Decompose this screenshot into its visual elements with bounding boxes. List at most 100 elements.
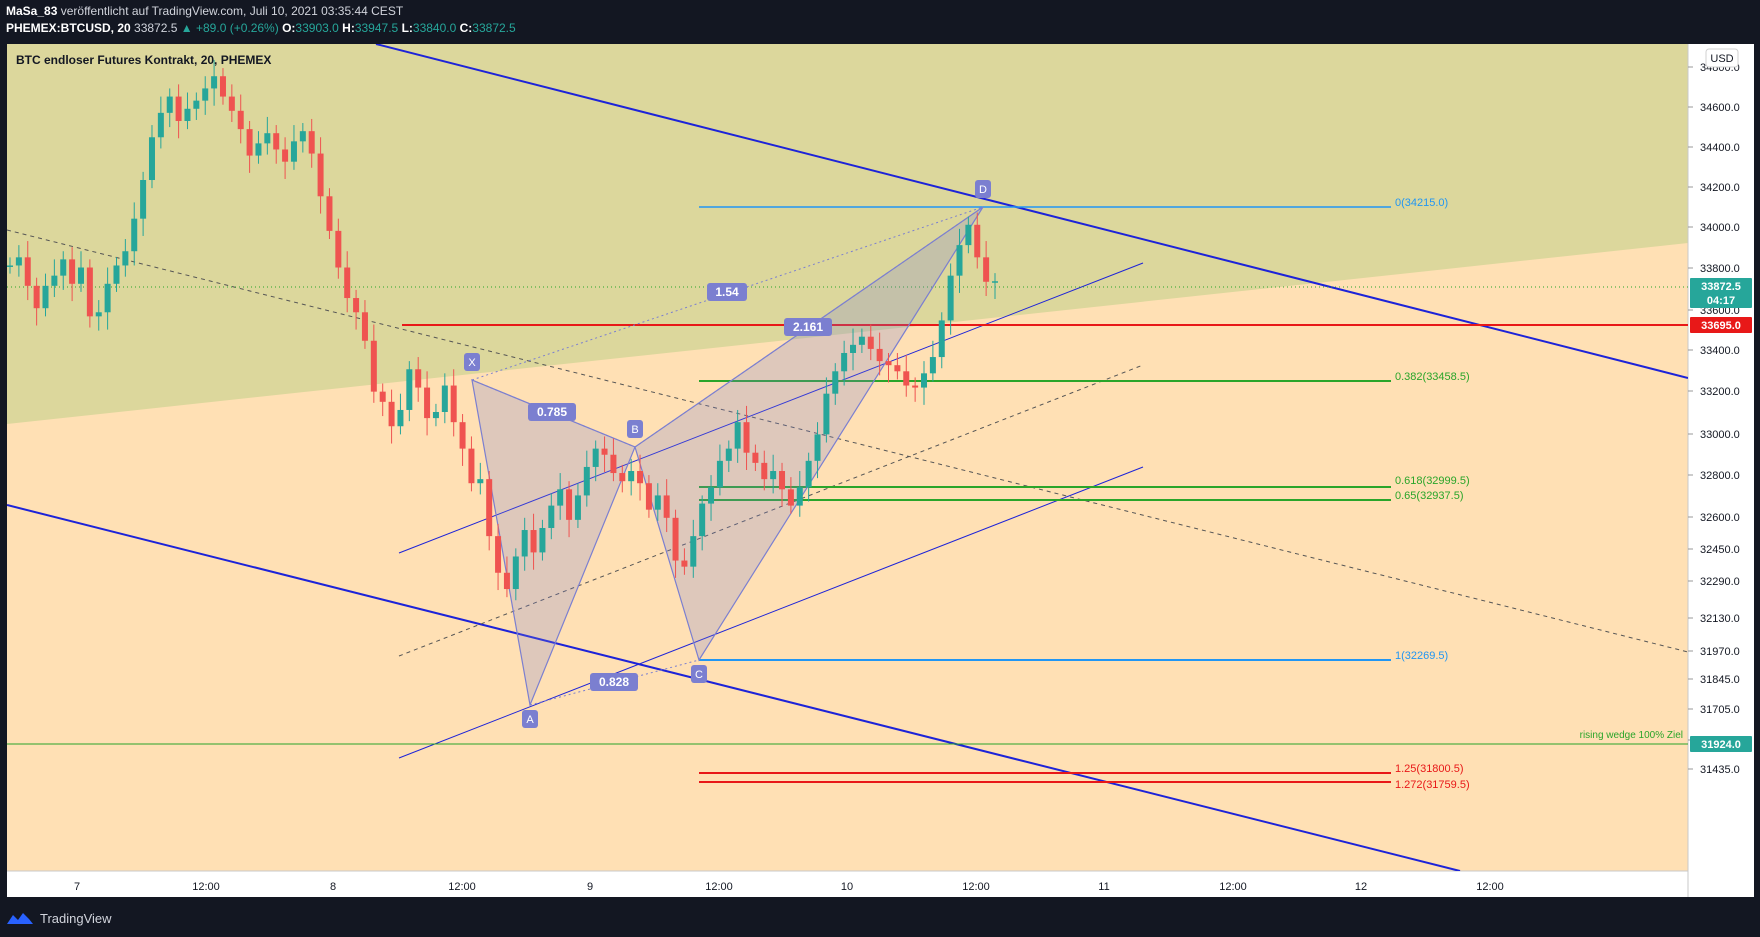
pattern-point-d[interactable]: D bbox=[975, 180, 991, 198]
candle-body bbox=[938, 320, 945, 358]
author-name[interactable]: MaSa_83 bbox=[6, 4, 58, 18]
pattern-point-x[interactable]: X bbox=[464, 353, 480, 371]
candle bbox=[539, 519, 546, 561]
candle-body bbox=[69, 259, 76, 284]
candle bbox=[273, 125, 280, 164]
dashed-median-line[interactable] bbox=[398, 364, 1144, 657]
candle-body bbox=[237, 110, 244, 130]
y-tick-label: 31705.0 bbox=[1700, 704, 1740, 716]
wedge-upper-line[interactable] bbox=[398, 262, 1144, 554]
time-scale[interactable] bbox=[7, 871, 1754, 897]
pattern-ratio-badge[interactable]: 1.54 bbox=[707, 283, 747, 301]
candle bbox=[894, 352, 901, 380]
dashed-trend-line[interactable] bbox=[7, 229, 1688, 653]
candle-body bbox=[645, 483, 652, 510]
candle-body bbox=[867, 336, 874, 349]
candle-body bbox=[921, 373, 928, 388]
candle-body bbox=[157, 112, 164, 138]
pattern-ratio-badge[interactable]: 0.785 bbox=[528, 403, 576, 421]
candle-body bbox=[672, 517, 679, 561]
open-value: 33903.0 bbox=[295, 21, 339, 35]
y-tick-label: 34000.0 bbox=[1700, 222, 1740, 234]
pattern-point-a[interactable]: A bbox=[522, 710, 538, 728]
candle bbox=[424, 371, 431, 436]
candle bbox=[557, 473, 564, 520]
y-tick-label: 31845.0 bbox=[1700, 674, 1740, 686]
candle-body bbox=[282, 149, 289, 162]
pattern-point-label: C bbox=[695, 669, 703, 681]
candle bbox=[974, 212, 981, 269]
candle bbox=[929, 340, 936, 382]
candle-body bbox=[326, 196, 333, 231]
candle-body bbox=[166, 96, 173, 113]
y-tick-label: 34600.0 bbox=[1700, 102, 1740, 114]
symbol-label[interactable]: PHEMEX:BTCUSD, 20 bbox=[6, 21, 131, 35]
candle bbox=[140, 171, 147, 236]
channel-lower-line[interactable] bbox=[7, 504, 1461, 871]
candle bbox=[60, 251, 67, 290]
pattern-point-b[interactable]: B bbox=[627, 420, 643, 438]
channel-upper-line[interactable] bbox=[375, 44, 1688, 379]
candle bbox=[290, 125, 297, 170]
fib-level-label: 0(34215.0) bbox=[1395, 197, 1448, 209]
candle bbox=[601, 436, 608, 473]
pattern-point-c[interactable]: C bbox=[691, 665, 707, 683]
wedge-lower-line[interactable] bbox=[398, 466, 1144, 759]
svg-text:31924.0: 31924.0 bbox=[1701, 739, 1741, 751]
pattern-ratio-badge[interactable]: 0.828 bbox=[590, 673, 638, 691]
candle bbox=[468, 436, 475, 492]
candle bbox=[441, 373, 448, 424]
currency-label[interactable]: USD bbox=[1710, 53, 1733, 65]
fib-level-label: 1(32269.5) bbox=[1395, 650, 1448, 662]
candle bbox=[699, 495, 706, 551]
low-label: L: bbox=[401, 21, 413, 35]
fib-level-label: 0.618(32999.5) bbox=[1395, 475, 1470, 487]
candle bbox=[353, 289, 360, 330]
pattern-point-label: X bbox=[468, 357, 476, 369]
pattern-ratio-label: 0.785 bbox=[537, 405, 567, 419]
candle bbox=[326, 188, 333, 240]
candle-body bbox=[193, 100, 200, 109]
candle bbox=[406, 361, 413, 422]
candle-body bbox=[521, 530, 528, 557]
close-value: 33872.5 bbox=[472, 21, 516, 35]
candle bbox=[619, 464, 626, 493]
candle bbox=[370, 324, 377, 403]
candle-body bbox=[956, 245, 963, 276]
candle-body bbox=[503, 572, 510, 590]
y-tick-label: 34200.0 bbox=[1700, 182, 1740, 194]
candle-body bbox=[432, 411, 439, 419]
candle-body bbox=[7, 265, 13, 267]
price-scale[interactable] bbox=[1688, 44, 1754, 871]
pattern-ratio-badge[interactable]: 2.161 bbox=[784, 318, 832, 336]
candle bbox=[282, 137, 289, 179]
candle-body bbox=[566, 489, 573, 520]
candle bbox=[33, 277, 40, 326]
candle-body bbox=[974, 224, 981, 258]
symbol-ohlc-line: PHEMEX:BTCUSD, 20 33872.5 ▲ +89.0 (+0.26… bbox=[6, 21, 516, 35]
candle bbox=[761, 450, 768, 491]
candle bbox=[770, 454, 777, 494]
published-text: veröffentlicht auf TradingView.com, Juli… bbox=[60, 4, 404, 18]
candle-body bbox=[335, 230, 342, 268]
candle bbox=[787, 477, 794, 514]
candle bbox=[814, 422, 821, 479]
close-label: C: bbox=[459, 21, 473, 35]
change-arrow-icon: ▲ bbox=[180, 21, 193, 35]
candle bbox=[548, 493, 555, 540]
svg-text:33872.5: 33872.5 bbox=[1701, 281, 1741, 293]
candle bbox=[42, 273, 49, 317]
candle bbox=[574, 483, 581, 528]
candle-body bbox=[353, 298, 360, 313]
x-tick-label: 8 bbox=[330, 881, 336, 893]
candle bbox=[628, 458, 635, 496]
candle-body bbox=[876, 348, 883, 362]
y-tick-label: 33800.0 bbox=[1700, 263, 1740, 275]
low-value: 33840.0 bbox=[412, 21, 457, 35]
svg-text:33695.0: 33695.0 bbox=[1701, 320, 1741, 332]
candle bbox=[841, 340, 848, 386]
candle-body bbox=[850, 344, 857, 353]
brand-name[interactable]: TradingView bbox=[40, 910, 112, 926]
candle bbox=[95, 300, 102, 331]
